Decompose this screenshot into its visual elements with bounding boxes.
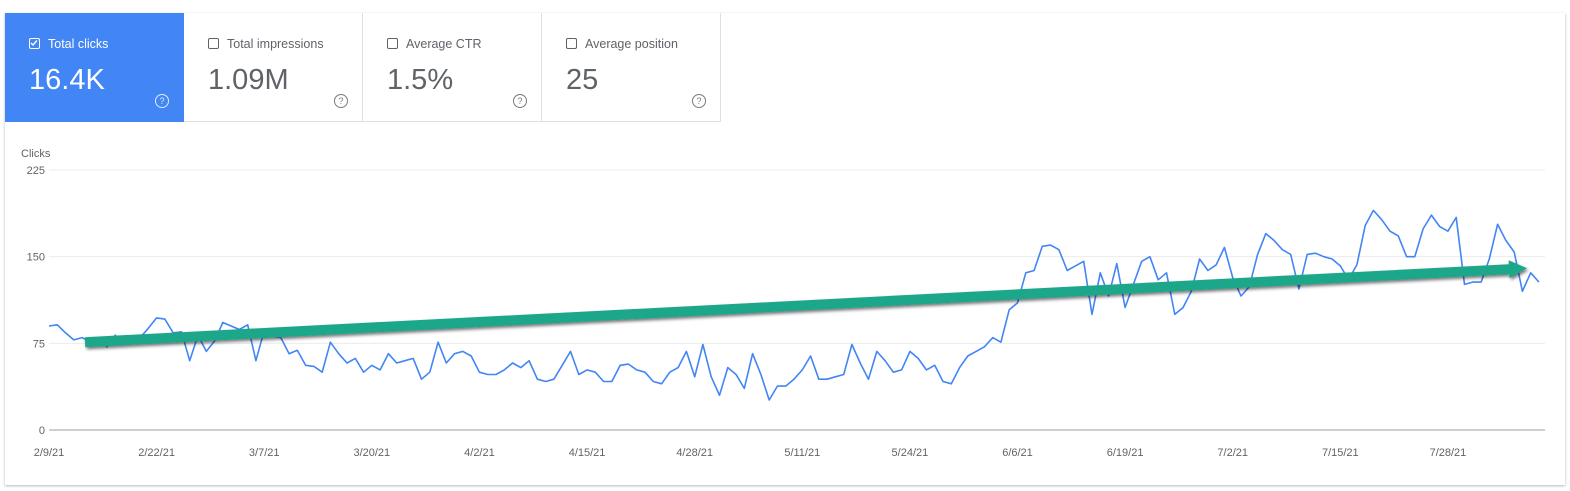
y-tick-label: 0 bbox=[39, 425, 45, 437]
metric-label: Average position bbox=[585, 37, 678, 51]
help-icon[interactable]: ? bbox=[155, 94, 169, 108]
x-tick-label: 7/15/21 bbox=[1322, 447, 1359, 459]
y-tick-label: 225 bbox=[27, 165, 45, 177]
y-axis-ticks: 0 75 150 225 bbox=[27, 165, 45, 437]
metric-label: Total clicks bbox=[48, 37, 109, 51]
x-tick-label: 4/15/21 bbox=[569, 447, 606, 459]
metric-total-clicks[interactable]: Total clicks 16.4K ? bbox=[5, 13, 184, 122]
series-group bbox=[48, 209, 1540, 401]
checkbox-icon[interactable] bbox=[387, 38, 398, 49]
x-tick-label: 6/19/21 bbox=[1107, 447, 1144, 459]
trend-arrow-group bbox=[84, 260, 1528, 348]
y-tick-label: 150 bbox=[27, 252, 45, 264]
clicks-series-line bbox=[48, 209, 1540, 401]
metric-total-impressions[interactable]: Total impressions 1.09M ? bbox=[184, 13, 363, 122]
performance-card: Total clicks 16.4K ? Total impressions 1… bbox=[5, 13, 1565, 485]
checkbox-icon[interactable] bbox=[208, 38, 219, 49]
trend-arrow bbox=[84, 260, 1528, 348]
metric-value: 25 bbox=[566, 64, 599, 96]
x-tick-label: 3/20/21 bbox=[353, 447, 390, 459]
x-tick-label: 3/7/21 bbox=[249, 447, 280, 459]
help-icon[interactable]: ? bbox=[334, 94, 348, 108]
y-tick-label: 75 bbox=[33, 338, 45, 350]
checked-checkbox-icon[interactable] bbox=[29, 38, 40, 49]
x-tick-label: 5/11/21 bbox=[784, 447, 820, 459]
x-axis-ticks: 2/9/21 2/22/21 3/7/21 3/20/21 4/2/21 4/15/21 4… bbox=[34, 447, 1467, 459]
help-icon[interactable]: ? bbox=[513, 94, 527, 108]
x-tick-label: 5/24/21 bbox=[892, 447, 929, 459]
x-tick-label: 7/2/21 bbox=[1217, 447, 1248, 459]
help-icon[interactable]: ? bbox=[692, 94, 706, 108]
metric-value: 1.5% bbox=[387, 64, 454, 96]
metric-value: 16.4K bbox=[29, 64, 105, 96]
metric-average-ctr[interactable]: Average CTR 1.5% ? bbox=[363, 13, 542, 122]
checkbox-icon[interactable] bbox=[566, 38, 577, 49]
metric-value: 1.09M bbox=[208, 64, 289, 96]
x-tick-label: 4/28/21 bbox=[676, 447, 713, 459]
metric-tabs: Total clicks 16.4K ? Total impressions 1… bbox=[5, 13, 721, 122]
x-tick-label: 7/28/21 bbox=[1430, 447, 1467, 459]
clicks-line-chart: Clicks 0 75 150 225 2/9/21 2/22/21 3/7/21 3/20… bbox=[21, 148, 1545, 459]
x-tick-label: 4/2/21 bbox=[464, 447, 495, 459]
metric-average-position[interactable]: Average position 25 ? bbox=[542, 13, 721, 122]
x-tick-label: 2/9/21 bbox=[34, 447, 65, 459]
metric-label: Total impressions bbox=[227, 37, 324, 51]
y-axis-title: Clicks bbox=[21, 148, 51, 160]
gridlines bbox=[49, 169, 1545, 431]
x-tick-label: 6/6/21 bbox=[1002, 447, 1033, 459]
x-tick-label: 2/22/21 bbox=[138, 447, 175, 459]
metric-label: Average CTR bbox=[406, 37, 482, 51]
